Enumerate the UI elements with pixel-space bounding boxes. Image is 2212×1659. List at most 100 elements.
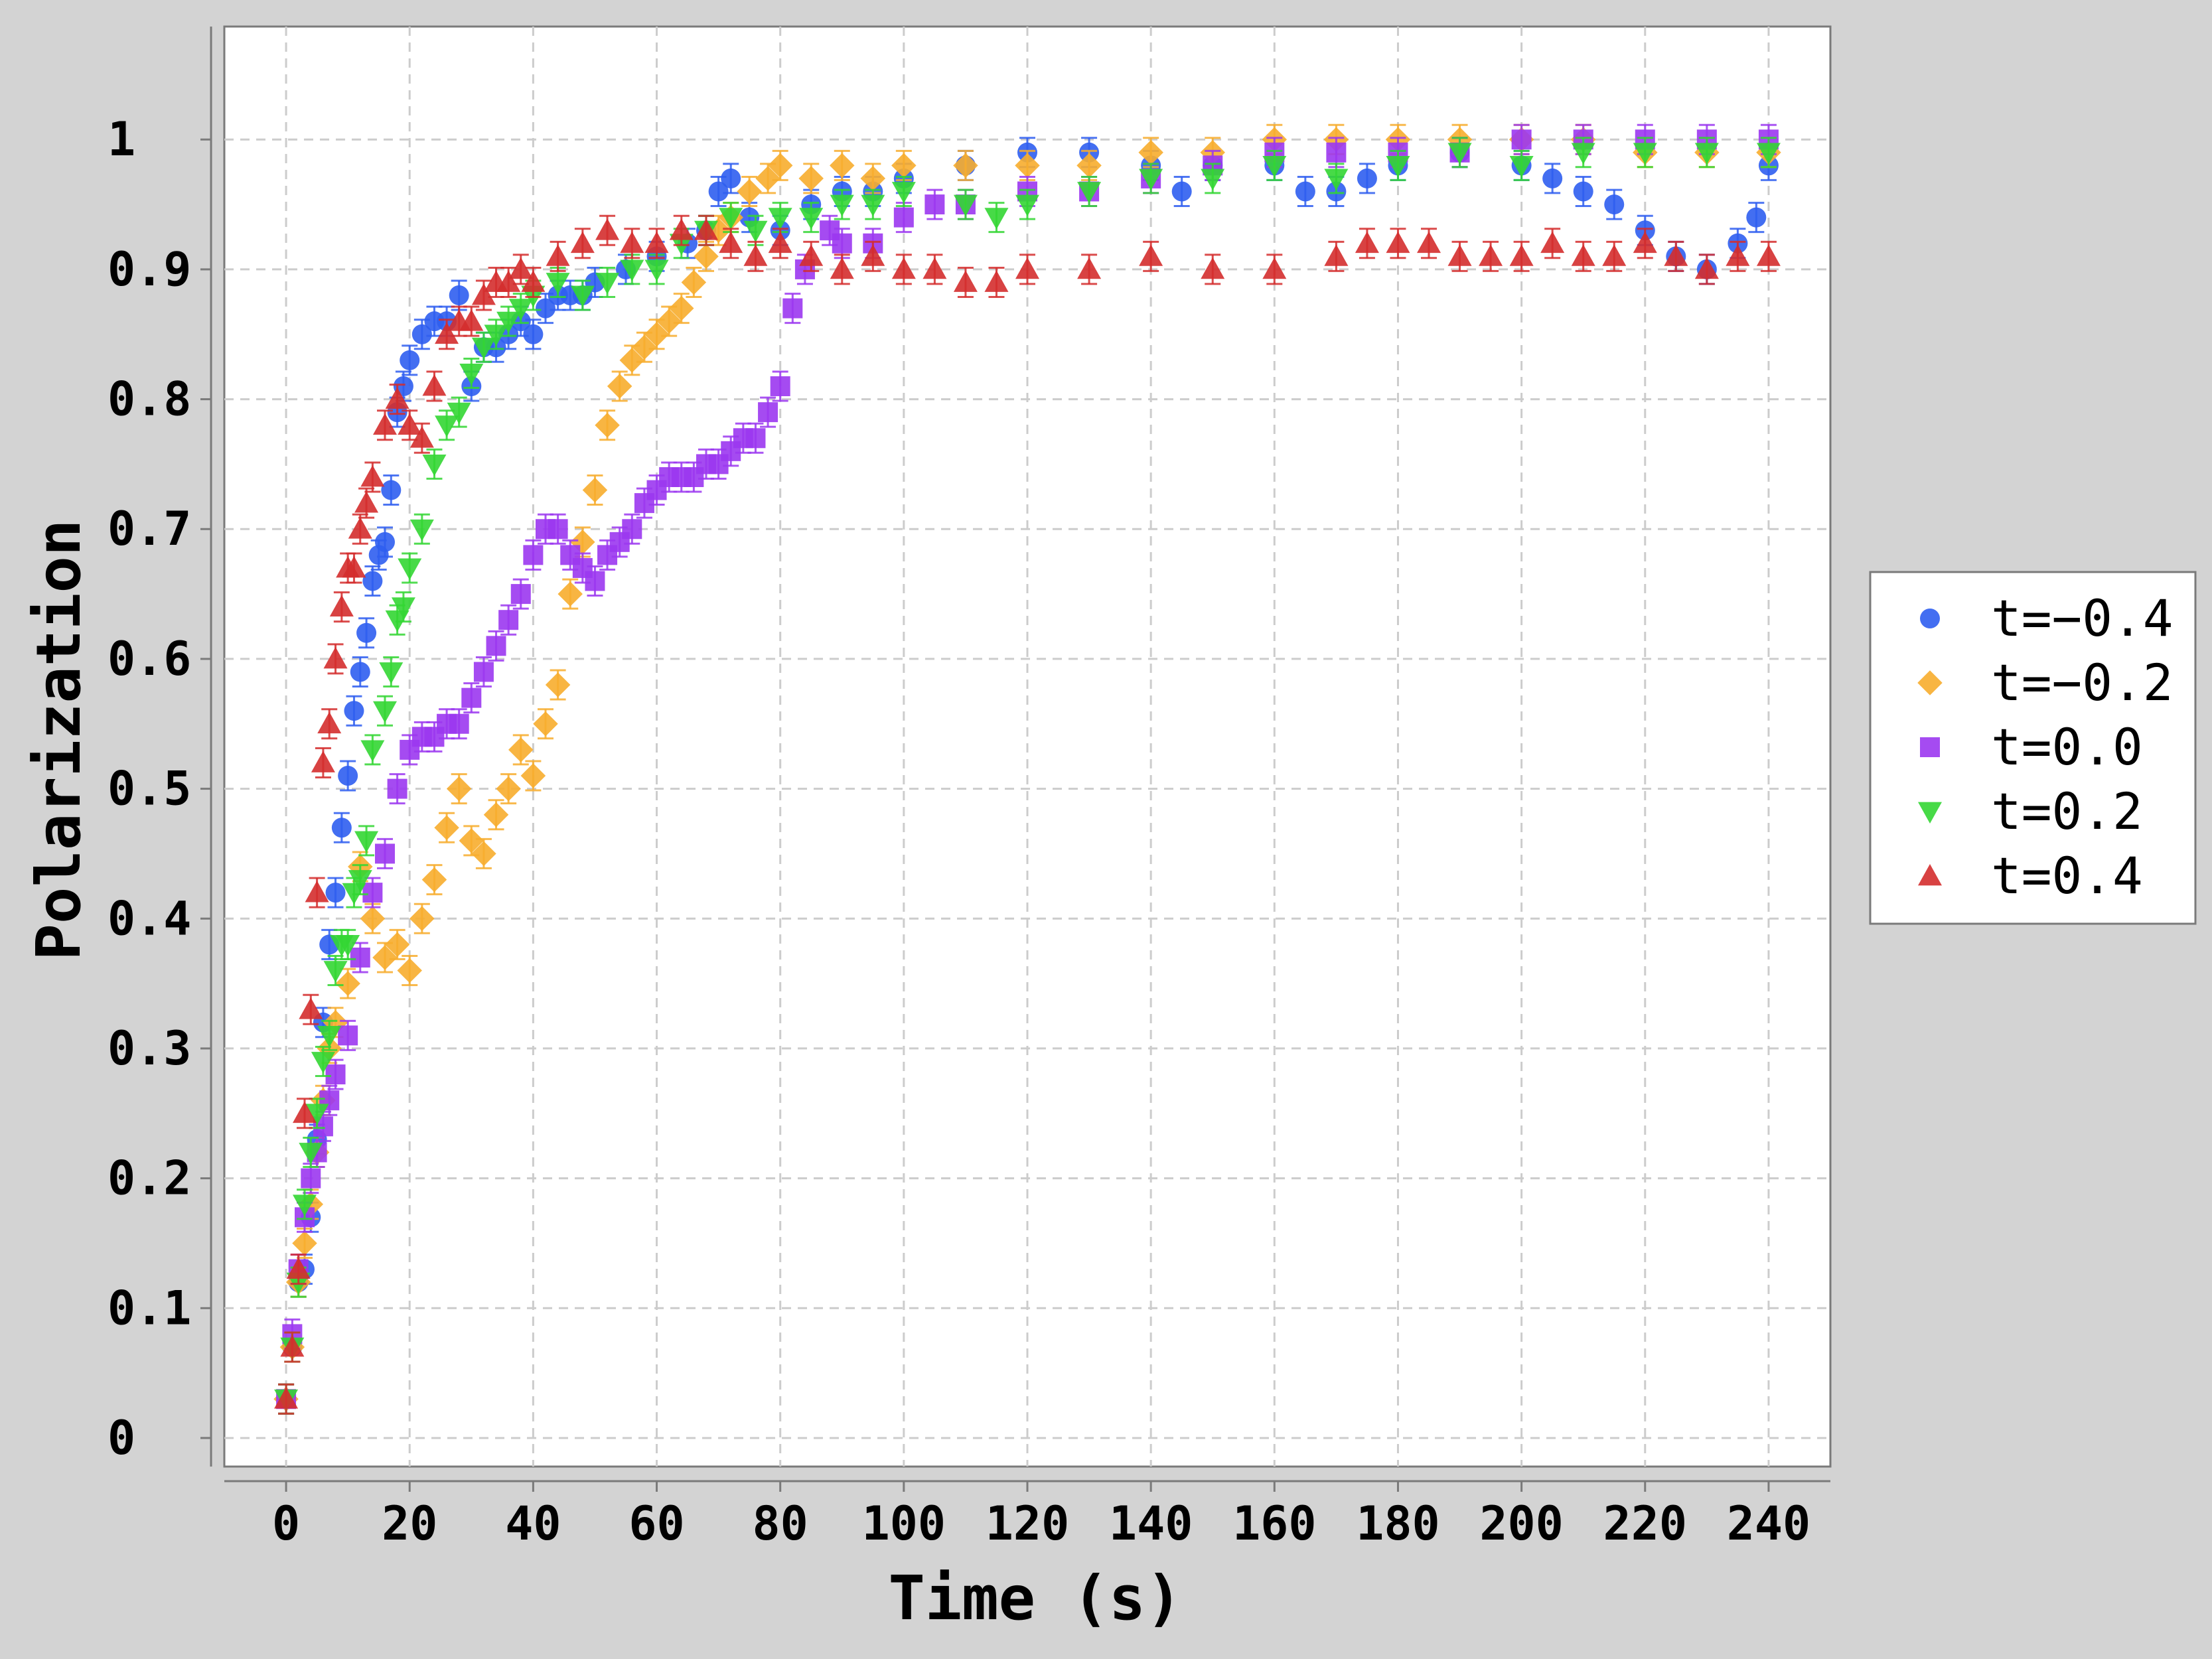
data-point [1357,168,1377,188]
data-point [421,867,447,893]
data-point [329,595,354,617]
x-tick-label: 140 [1109,1496,1193,1551]
data-point [299,997,323,1019]
data-point [398,558,422,580]
data-point [984,270,1009,292]
data-point [768,208,792,230]
y-tick-label: 0.8 [108,372,191,427]
data-point [770,376,790,397]
x-tick-label: 200 [1479,1496,1563,1551]
data-point [286,1257,311,1279]
data-point [435,322,459,344]
data-point [508,299,533,321]
data-point [595,273,620,295]
y-tick-label: 0 [108,1411,135,1465]
data-point [830,153,855,179]
data-point [619,348,645,373]
x-axis-label: Time (s) [888,1563,1182,1634]
data-point [1262,257,1287,279]
data-point [336,934,360,957]
data-point [400,350,420,370]
data-point [305,881,329,902]
data-point [1201,257,1225,279]
data-point [508,257,533,279]
data-point [1386,155,1410,178]
y-tick-label: 0.3 [108,1021,191,1076]
data-point [447,402,471,425]
data-point [669,295,694,321]
data-point [622,519,642,540]
data-point [422,374,447,396]
data-point [471,337,496,360]
data-point [708,181,729,202]
data-point [1015,153,1040,179]
legend-label: t=0.2 [1991,782,2143,841]
data-point [832,233,852,253]
data-point [348,517,372,539]
data-point [520,763,546,788]
data-point [311,751,335,772]
data-point [533,711,558,737]
data-point [317,711,342,734]
x-tick-label: 100 [862,1496,946,1551]
data-point [434,815,459,841]
data-point [1571,244,1595,266]
data-point [397,958,422,983]
data-point [362,571,383,591]
data-point [331,818,352,838]
data-point [1726,244,1750,266]
data-point [293,1194,317,1216]
data-point [1324,244,1349,266]
data-point [398,413,422,435]
data-point [1571,143,1595,165]
data-point [745,428,766,449]
data-point [299,1143,323,1165]
series-layer [273,123,1781,1415]
legend-label: t=0.4 [1991,846,2143,905]
data-point [595,412,620,438]
data-point [656,309,682,334]
data-point [356,622,377,643]
data-point [607,374,632,399]
data-point [1326,142,1347,163]
data-point [721,168,741,188]
data-point [1509,155,1534,178]
y-ticks: 0 0.1 0.2 0.3 0.4 0.5 0.6 0.7 0.8 0.9 1 [108,112,211,1465]
data-point [459,309,484,331]
data-point [449,285,469,306]
data-point [1694,257,1719,279]
legend-label: t=−0.2 [1991,653,2174,712]
data-point [379,662,404,684]
data-point [373,413,397,435]
data-point [354,491,379,513]
data-point [830,194,854,217]
data-point [1602,244,1627,266]
data-point [953,270,978,292]
data-point [1295,181,1315,202]
data-point [620,259,644,281]
y-axis-label: Polarization [23,520,94,961]
data-point [755,166,780,191]
data-point [293,1101,317,1123]
data-point [373,701,397,723]
x-tick-label: 160 [1232,1496,1316,1551]
data-point [381,480,402,500]
data-point [1479,244,1503,266]
y-tick-label: 1 [108,112,135,167]
y-tick-label: 0.4 [108,891,191,946]
data-point [301,1168,321,1189]
data-point [471,283,496,305]
data-point [1139,244,1163,266]
y-tick-label: 0.9 [108,242,191,297]
data-point [891,257,916,279]
data-point [1138,140,1163,165]
x-tick-label: 80 [753,1496,808,1551]
data-point [484,325,508,346]
data-point [483,802,509,828]
y-tick-label: 0.6 [108,632,191,686]
data-point [1756,244,1781,266]
data-point [557,581,583,607]
data-point [1262,155,1287,178]
data-point [486,636,506,656]
y-tick-label: 0.1 [108,1281,191,1335]
